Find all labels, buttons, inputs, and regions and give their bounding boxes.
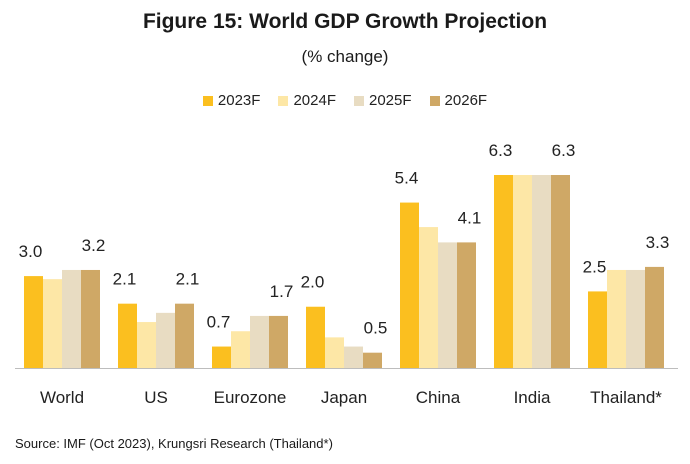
data-label: 2.1: [113, 270, 137, 289]
bar-thailand-2025f: [626, 269, 645, 368]
bar-eurozone-2024f: [231, 331, 250, 368]
legend-item-2024f: 2024F: [278, 92, 336, 109]
bar-thailand-2026f: [645, 266, 664, 368]
chart-legend: 2023F 2024F 2025F 2026F: [0, 92, 690, 109]
legend-swatch: [354, 95, 364, 106]
data-label: 5.4: [395, 169, 419, 188]
legend-item-2026f: 2026F: [429, 92, 488, 109]
category-label: China: [416, 388, 461, 407]
legend-label: 2024F: [293, 92, 336, 109]
bar-world-2024f: [43, 279, 62, 368]
data-label: 2.1: [176, 270, 200, 289]
bar-thailand-2024f: [607, 269, 626, 368]
bar-india-2024f: [513, 175, 532, 368]
legend-item-2023f: 2023F: [202, 92, 261, 109]
bar-japan-2025f: [344, 346, 363, 368]
data-label: 2.5: [583, 257, 607, 276]
bar-china-2024f: [419, 227, 438, 368]
bar-world-2023f: [24, 276, 43, 368]
bar-india-2025f: [532, 175, 551, 368]
chart-title: Figure 15: World GDP Growth Projection: [142, 10, 548, 33]
legend-swatch: [429, 95, 440, 106]
bar-thailand-2023f: [588, 291, 607, 368]
data-label: 6.3: [552, 141, 576, 160]
bar-china-2026f: [457, 242, 476, 368]
chart-subtitle: (% change): [301, 47, 389, 66]
data-label: 1.7: [270, 282, 294, 301]
bar-japan-2026f: [363, 352, 382, 368]
bar-eurozone-2026f: [269, 315, 288, 368]
bar-japan-2024f: [325, 337, 344, 368]
legend-label: 2025F: [369, 92, 412, 109]
data-label: 0.5: [364, 319, 388, 338]
legend-swatch: [278, 95, 289, 106]
bar-eurozone-2025f: [250, 315, 269, 368]
data-label: 6.3: [489, 141, 513, 160]
bar-world-2025f: [62, 269, 81, 368]
bar-us-2023f: [118, 303, 137, 368]
data-label: 2.0: [301, 273, 325, 292]
legend-item-2025f: 2025F: [354, 92, 412, 109]
bar-india-2023f: [494, 175, 513, 368]
category-label: US: [144, 388, 168, 407]
legend-label: 2023F: [217, 92, 261, 109]
category-label: Thailand*: [590, 388, 662, 407]
bar-us-2026f: [175, 303, 194, 368]
bar-us-2024f: [137, 322, 156, 368]
bar-china-2025f: [438, 242, 457, 368]
data-label: 3.2: [82, 236, 106, 255]
data-label: 3.3: [646, 233, 670, 252]
bar-us-2025f: [156, 312, 175, 368]
category-label: World: [40, 388, 84, 407]
source-note: Source: IMF (Oct 2023), Krungsri Researc…: [15, 436, 333, 451]
bar-world-2026f: [81, 269, 100, 368]
legend-swatch: [202, 95, 213, 106]
data-label: 3.0: [19, 242, 43, 261]
bar-eurozone-2023f: [212, 346, 231, 368]
category-label: Eurozone: [214, 388, 287, 407]
bar-china-2023f: [400, 202, 419, 368]
data-label: 4.1: [458, 208, 482, 227]
category-label: Japan: [321, 388, 367, 407]
data-label: 0.7: [207, 313, 231, 332]
legend-label: 2026F: [444, 92, 488, 109]
bar-japan-2023f: [306, 306, 325, 368]
bar-india-2026f: [551, 175, 570, 368]
category-label: India: [514, 388, 551, 407]
